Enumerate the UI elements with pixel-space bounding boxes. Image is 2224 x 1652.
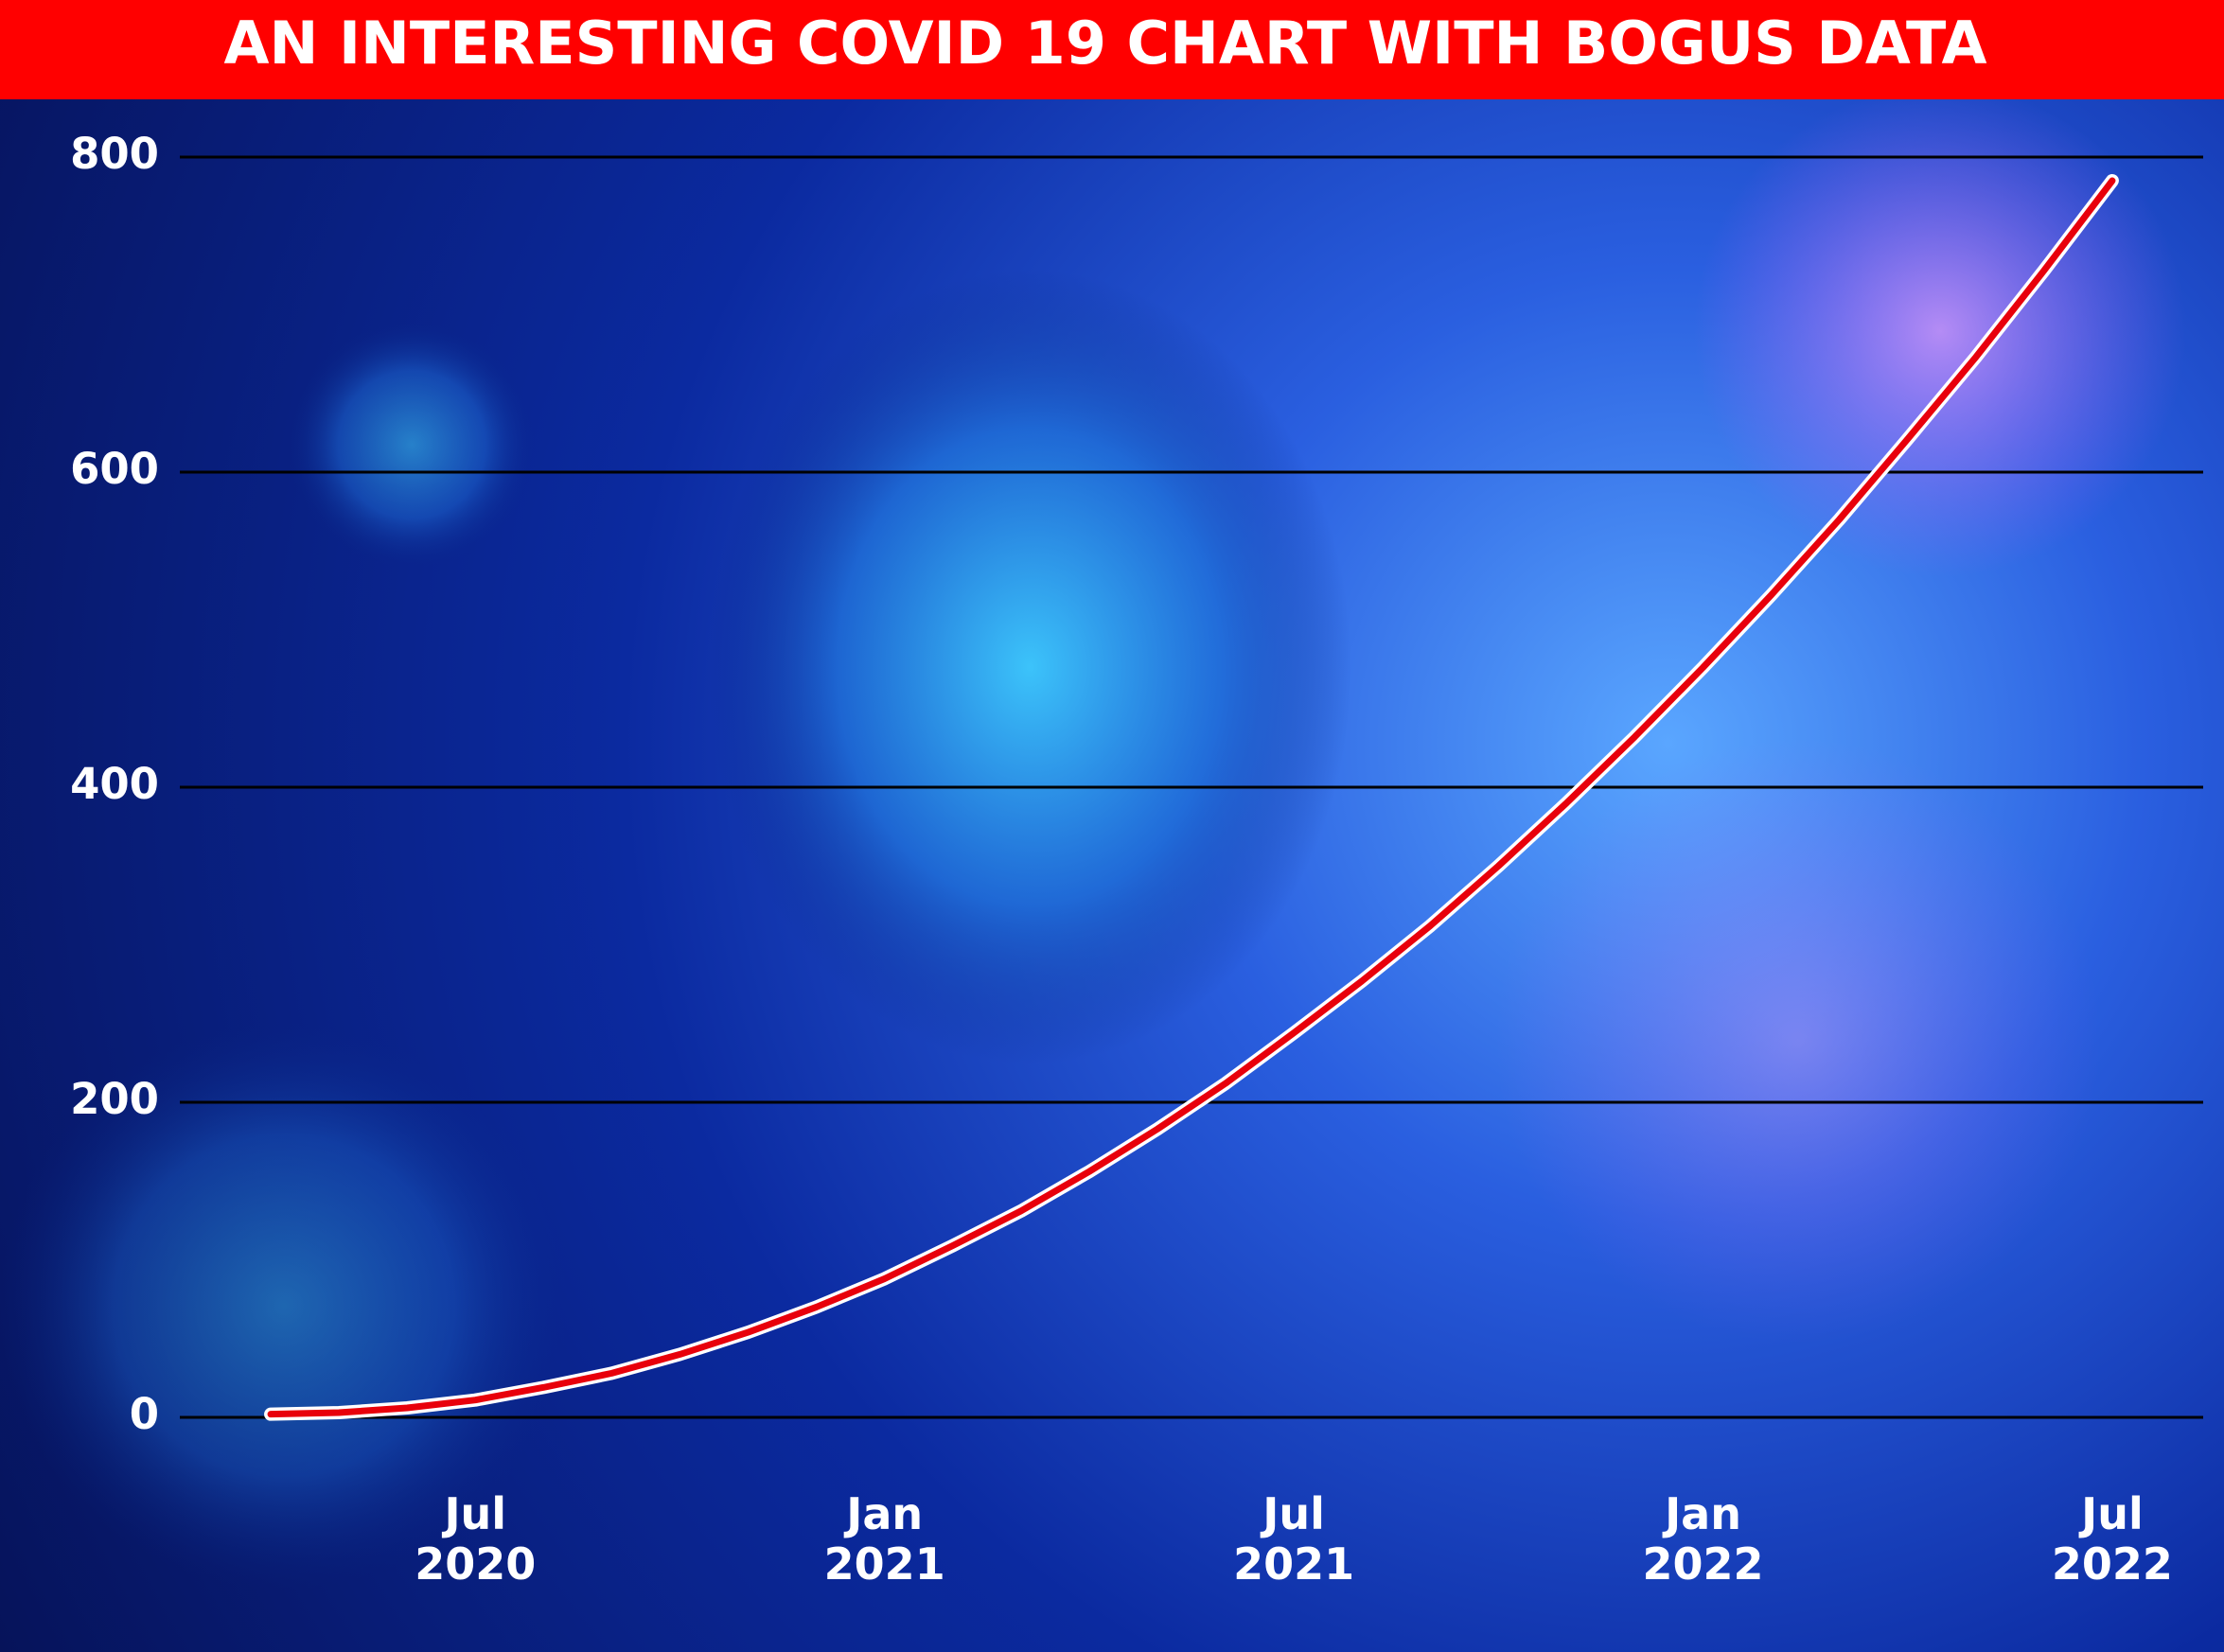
y-tick-label: 200 <box>70 1074 159 1124</box>
y-tick-label: 800 <box>70 129 159 179</box>
glow-decor <box>1495 738 2101 1344</box>
x-tick-label: Jul 2020 <box>415 1488 537 1590</box>
y-tick-label: 600 <box>70 444 159 494</box>
y-tick-label: 400 <box>70 759 159 809</box>
title-bar <box>0 0 2224 99</box>
y-tick-label: 0 <box>130 1389 159 1439</box>
glow-decor <box>1694 85 2186 577</box>
line <box>267 177 2116 1418</box>
x-tick-label: Jan 2021 <box>823 1488 945 1590</box>
x-tick-label: Jul 2022 <box>2051 1488 2173 1590</box>
x-tick-label: Jul 2021 <box>1233 1488 1355 1590</box>
chart-title: AN INTERESTING COVID 19 CHART WITH BOGUS… <box>224 9 1987 78</box>
virus-decor <box>289 322 535 568</box>
virus-decor <box>708 270 1351 1064</box>
x-tick-label: Jan 2022 <box>1642 1488 1764 1590</box>
plot: 0 200 400 600 800 <box>70 129 2203 1439</box>
virus-decor <box>0 1022 568 1590</box>
